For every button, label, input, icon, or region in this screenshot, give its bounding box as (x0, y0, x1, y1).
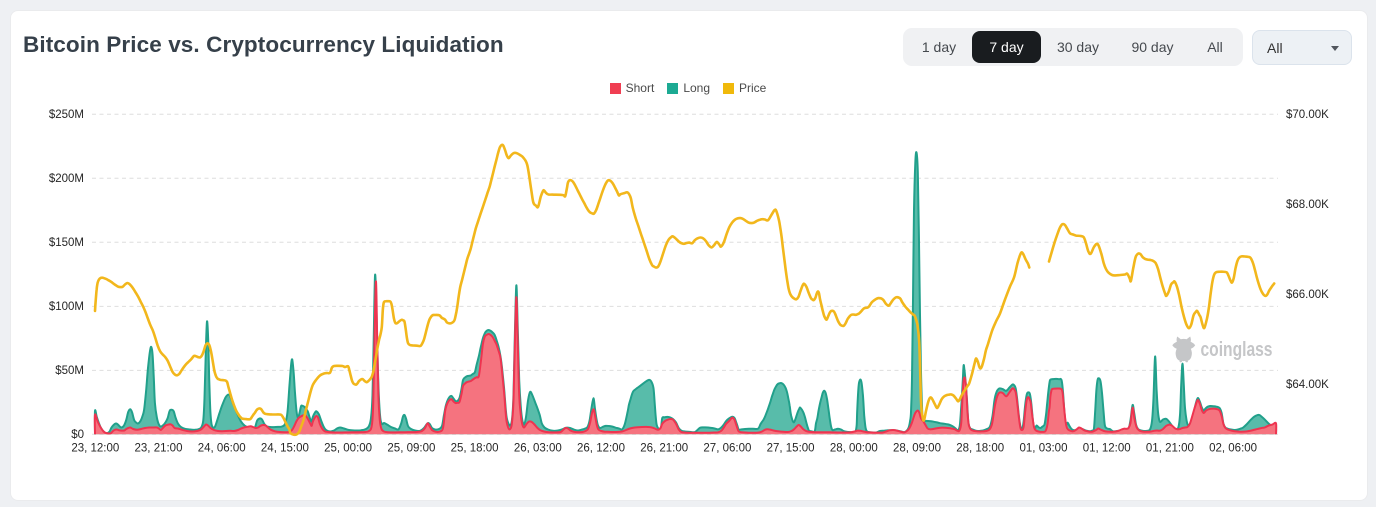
svg-text:coinglass: coinglass (1201, 339, 1273, 361)
svg-text:24, 15:00: 24, 15:00 (261, 443, 309, 455)
svg-text:28, 09:00: 28, 09:00 (893, 443, 941, 455)
svg-text:01, 21:00: 01, 21:00 (1146, 443, 1194, 455)
svg-text:24, 06:00: 24, 06:00 (198, 443, 246, 455)
svg-text:23, 12:00: 23, 12:00 (71, 443, 119, 455)
svg-text:$0: $0 (71, 429, 84, 441)
svg-text:$66.00K: $66.00K (1286, 289, 1329, 301)
svg-text:25, 09:00: 25, 09:00 (387, 443, 435, 455)
svg-text:27, 15:00: 27, 15:00 (767, 443, 815, 455)
svg-text:01, 03:00: 01, 03:00 (1020, 443, 1068, 455)
svg-text:$200M: $200M (49, 173, 84, 185)
svg-text:$150M: $150M (49, 237, 84, 249)
svg-text:26, 03:00: 26, 03:00 (514, 443, 562, 455)
svg-text:$100M: $100M (49, 301, 84, 313)
svg-text:01, 12:00: 01, 12:00 (1083, 443, 1131, 455)
svg-text:02, 06:00: 02, 06:00 (1209, 443, 1257, 455)
svg-text:26, 12:00: 26, 12:00 (577, 443, 625, 455)
svg-text:$50M: $50M (55, 365, 84, 377)
svg-text:25, 00:00: 25, 00:00 (324, 443, 372, 455)
svg-text:27, 06:00: 27, 06:00 (703, 443, 751, 455)
svg-text:28, 18:00: 28, 18:00 (956, 443, 1004, 455)
svg-text:$250M: $250M (49, 109, 84, 121)
svg-text:$64.00K: $64.00K (1286, 379, 1329, 391)
svg-text:$68.00K: $68.00K (1286, 199, 1329, 211)
svg-text:26, 21:00: 26, 21:00 (640, 443, 688, 455)
svg-text:$70.00K: $70.00K (1286, 109, 1329, 121)
svg-text:25, 18:00: 25, 18:00 (451, 443, 499, 455)
svg-text:23, 21:00: 23, 21:00 (135, 443, 183, 455)
svg-text:28, 00:00: 28, 00:00 (830, 443, 878, 455)
